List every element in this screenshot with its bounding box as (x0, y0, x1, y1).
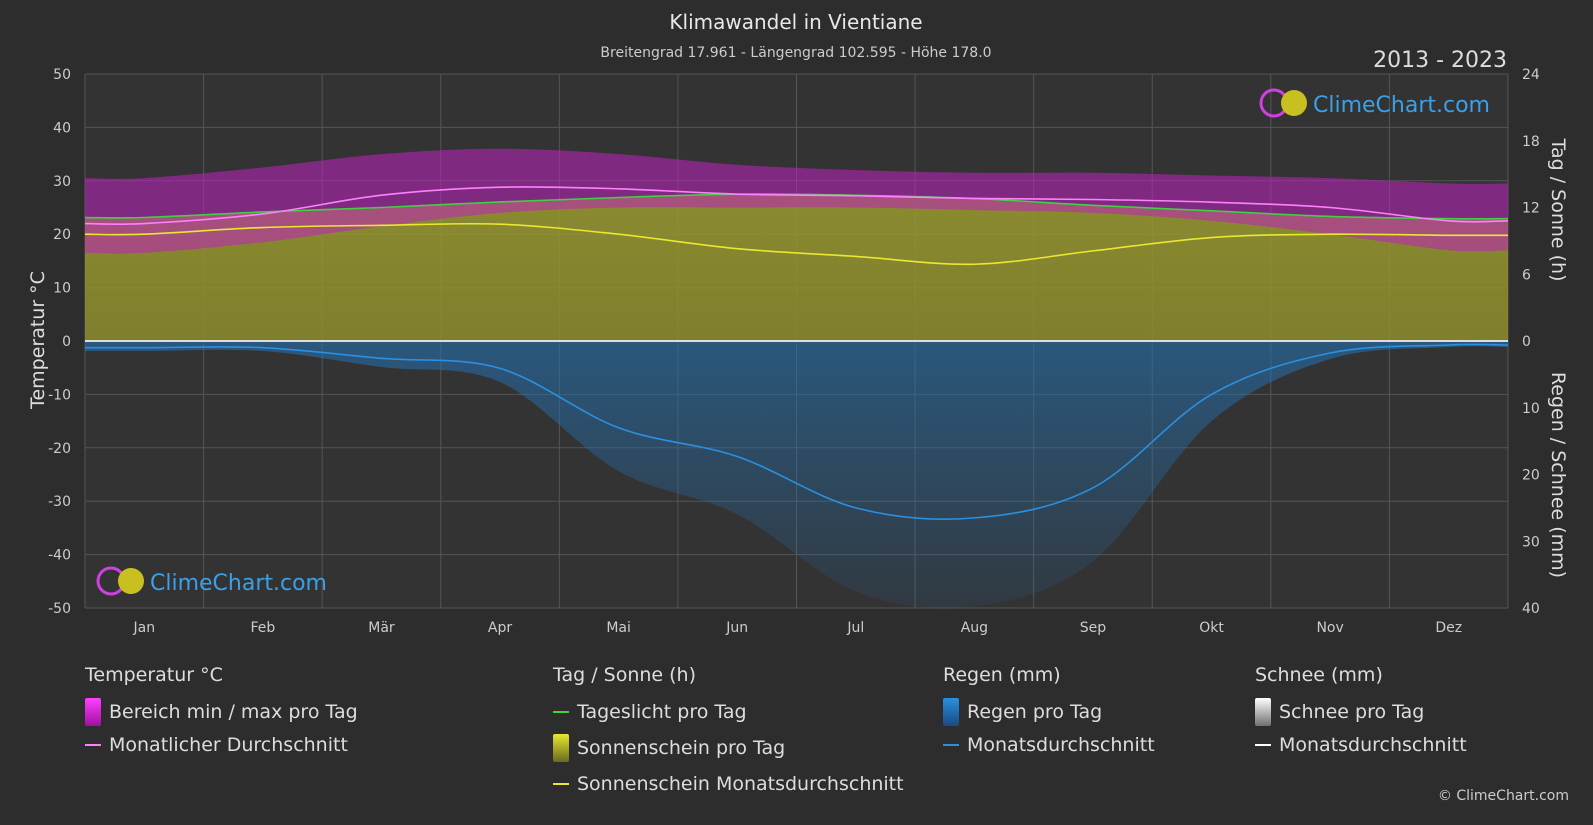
left-axis-label: Temperatur °C (27, 271, 49, 410)
legend-sun: Tag / Sonne (h) Tageslicht pro Tag Sonne… (553, 664, 904, 798)
right-top-tick-label: 0 (1522, 334, 1531, 350)
month-tick-label: Nov (1316, 620, 1343, 636)
left-tick-label: -40 (48, 548, 71, 564)
right-axis-label-top: Tag / Sonne (h) (1547, 137, 1569, 281)
legend-daylight: Tageslicht pro Tag (553, 698, 904, 726)
copyright: © ClimeChart.com (1437, 788, 1569, 804)
left-tick-label: -10 (48, 387, 71, 403)
month-tick-label: Jun (725, 620, 748, 636)
daylight-line (84, 193, 1509, 220)
legend-temp-avg: Monatlicher Durchschnitt (85, 734, 358, 756)
legend-rain-perday: Regen pro Tag (943, 698, 1155, 726)
rain-swatch (943, 698, 959, 726)
logo-sun-icon (1281, 90, 1307, 116)
daylight-swatch (553, 711, 569, 713)
sunshine-avg-line (84, 222, 1509, 266)
month-tick-label: Dez (1435, 620, 1462, 636)
right-top-tick-label: 18 (1522, 134, 1540, 150)
sun-avg-swatch (553, 783, 569, 785)
legend-temperature: Temperatur °C Bereich min / max pro Tag … (85, 664, 358, 756)
rain-avg-swatch (943, 744, 959, 746)
temperature-avg-line (84, 186, 1509, 226)
legend-sun-avg: Sonnenschein Monatsdurchschnitt (553, 770, 904, 798)
legend-temp-range: Bereich min / max pro Tag (85, 698, 358, 726)
right-bottom-tick-label: 30 (1522, 534, 1540, 550)
right-bottom-tick-label: 40 (1522, 601, 1540, 617)
legend-rain-avg: Monatsdurchschnitt (943, 734, 1155, 756)
month-tick-label: Mär (368, 620, 395, 636)
right-top-tick-label: 12 (1522, 201, 1540, 217)
right-bottom-tick-label: 20 (1522, 468, 1540, 484)
range-swatch (85, 698, 101, 726)
month-tick-label: Mai (606, 620, 631, 636)
legend-sun-title: Tag / Sonne (h) (553, 664, 697, 686)
rain-avg-line (85, 343, 1509, 520)
rain-area (85, 341, 1508, 609)
brand-logo-top: ClimeChart.com (1259, 88, 1490, 118)
month-tick-label: Sep (1080, 620, 1107, 636)
left-tick-label: -50 (48, 601, 71, 617)
logo-sun-icon (118, 568, 144, 594)
data-lines (84, 186, 1509, 520)
brand-logo-bottom: ClimeChart.com (96, 566, 327, 596)
brand-text-top: ClimeChart.com (1313, 93, 1490, 118)
month-tick-label: Jul (846, 620, 864, 636)
left-tick-label: -20 (48, 441, 71, 457)
legend-sunshine: Sonnenschein pro Tag (553, 734, 904, 762)
month-tick-label: Okt (1199, 620, 1224, 636)
chart-title: Klimawandel in Vientiane (669, 10, 922, 34)
month-tick-label: Jan (132, 620, 155, 636)
brand-text-bottom: ClimeChart.com (150, 571, 327, 596)
month-tick-label: Feb (250, 620, 275, 636)
legend-snow-avg: Monatsdurchschnitt (1255, 734, 1467, 756)
right-top-tick-label: 24 (1522, 67, 1540, 83)
legend-snow-perday: Schnee pro Tag (1255, 698, 1467, 726)
legend-rain: Regen (mm) Regen pro Tag Monatsdurchschn… (943, 664, 1155, 756)
month-tick-label: Apr (488, 620, 512, 636)
year-range: 2013 - 2023 (1373, 48, 1507, 73)
left-tick-label: 50 (53, 67, 71, 83)
snow-avg-swatch (1255, 744, 1271, 746)
axes: 50 40 30 20 10 0 -10 -20 -30 -40 -50 24 18 12 6 0 10 20 30… (48, 67, 1540, 636)
left-tick-label: 0 (62, 334, 71, 350)
sunshine-area (85, 194, 1508, 341)
chart-subtitle: Breitengrad 17.961 - Längengrad 102.595 … (600, 45, 991, 61)
right-bottom-tick-label: 10 (1522, 401, 1540, 417)
legend-temp-title: Temperatur °C (85, 664, 223, 686)
legend-snow: Schnee (mm) Schnee pro Tag Monatsdurchsc… (1255, 664, 1467, 756)
left-tick-label: 10 (53, 281, 71, 297)
data-areas (85, 148, 1508, 609)
temperature-range-band (85, 148, 1508, 254)
sunshine-swatch (553, 734, 569, 762)
avg-swatch (85, 744, 101, 746)
right-top-tick-label: 6 (1522, 267, 1531, 283)
legend-rain-title: Regen (mm) (943, 664, 1061, 686)
legend-snow-title: Schnee (mm) (1255, 664, 1383, 686)
left-tick-label: 30 (53, 174, 71, 190)
snow-swatch (1255, 698, 1271, 726)
left-tick-label: -30 (48, 494, 71, 510)
right-axis-label-bottom: Regen / Schnee (mm) (1547, 372, 1569, 578)
left-tick-label: 20 (53, 227, 71, 243)
month-tick-label: Aug (961, 620, 988, 636)
left-tick-label: 40 (53, 120, 71, 136)
